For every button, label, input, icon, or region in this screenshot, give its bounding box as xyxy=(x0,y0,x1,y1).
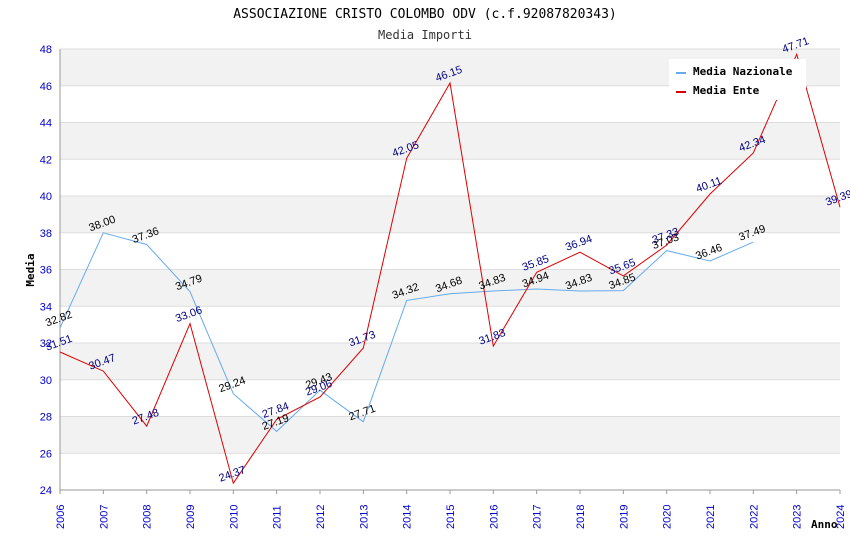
y-tick-label: 30 xyxy=(40,375,52,387)
x-tick-label: 2023 xyxy=(792,505,804,529)
legend-label-nazionale: Media Nazionale xyxy=(693,65,793,78)
y-tick-label: 46 xyxy=(40,81,52,93)
series-line-media-ente xyxy=(59,52,841,485)
x-tick-label: 2010 xyxy=(228,505,240,529)
series-lines xyxy=(59,52,841,485)
y-tick-label: 42 xyxy=(40,154,52,166)
x-tick-label: 2013 xyxy=(358,505,370,529)
data-label-nazionale: 36.46 xyxy=(694,242,724,263)
data-label-ente: 33.06 xyxy=(174,304,204,325)
y-tick-labels: 24 26 28 30 32 34 36 38 40 42 44 46 48 xyxy=(40,44,52,497)
x-tick-labels: 2006 2007 2008 2009 2010 2011 2012 2013 2014 2015… xyxy=(55,505,847,529)
x-axis-title: Anno xyxy=(811,518,838,531)
series-line-media-nazionale xyxy=(59,232,754,433)
x-tick-label: 2021 xyxy=(705,505,717,529)
legend: Media Nazionale Media Ente xyxy=(669,59,806,100)
grid-band xyxy=(60,196,840,233)
y-tick-label: 44 xyxy=(40,118,52,130)
x-tick-label: 2022 xyxy=(748,505,760,529)
x-tick-label: 2018 xyxy=(575,505,587,529)
x-tick-label: 2016 xyxy=(488,505,500,529)
y-tick-label: 24 xyxy=(40,485,52,497)
y-tick-label: 32 xyxy=(40,338,52,350)
grid-band xyxy=(60,416,840,454)
x-tick-label: 2009 xyxy=(185,505,197,529)
x-tick-label: 2011 xyxy=(272,505,284,529)
y-tick-label: 26 xyxy=(40,448,52,460)
y-tick-label: 34 xyxy=(40,301,52,313)
y-tick-label: 38 xyxy=(40,228,52,240)
axes xyxy=(59,49,841,494)
x-tick-label: 2020 xyxy=(662,505,674,529)
y-tick-label: 48 xyxy=(40,44,52,56)
y-tick-label: 40 xyxy=(40,191,52,203)
x-tick-label: 2015 xyxy=(445,505,457,529)
grid-band xyxy=(60,343,840,380)
data-label-ente: 40.11 xyxy=(694,175,723,195)
chart-title: ASSOCIAZIONE CRISTO COLOMBO ODV (c.f.920… xyxy=(233,7,617,22)
x-tick-label: 2012 xyxy=(315,505,327,529)
y-tick-label: 28 xyxy=(40,412,52,424)
chart-subtitle: Media Importi xyxy=(378,28,472,42)
data-label-ente: 36.94 xyxy=(564,233,594,254)
grid-band xyxy=(60,122,840,160)
legend-box xyxy=(669,59,806,100)
legend-label-ente: Media Ente xyxy=(693,84,760,97)
y-tick-label: 36 xyxy=(40,265,52,277)
x-tick-label: 2017 xyxy=(532,505,544,529)
x-tick-label: 2019 xyxy=(618,505,630,529)
data-label-ente: 24.37 xyxy=(217,464,247,485)
x-tick-label: 2008 xyxy=(142,505,154,529)
grid-band xyxy=(60,269,840,307)
x-tick-label: 2006 xyxy=(55,505,67,529)
x-tick-label: 2007 xyxy=(98,505,110,529)
x-tick-label: 2014 xyxy=(402,505,414,529)
y-axis-title: Media xyxy=(24,253,37,286)
x-tick-label: 2024 xyxy=(835,505,847,529)
